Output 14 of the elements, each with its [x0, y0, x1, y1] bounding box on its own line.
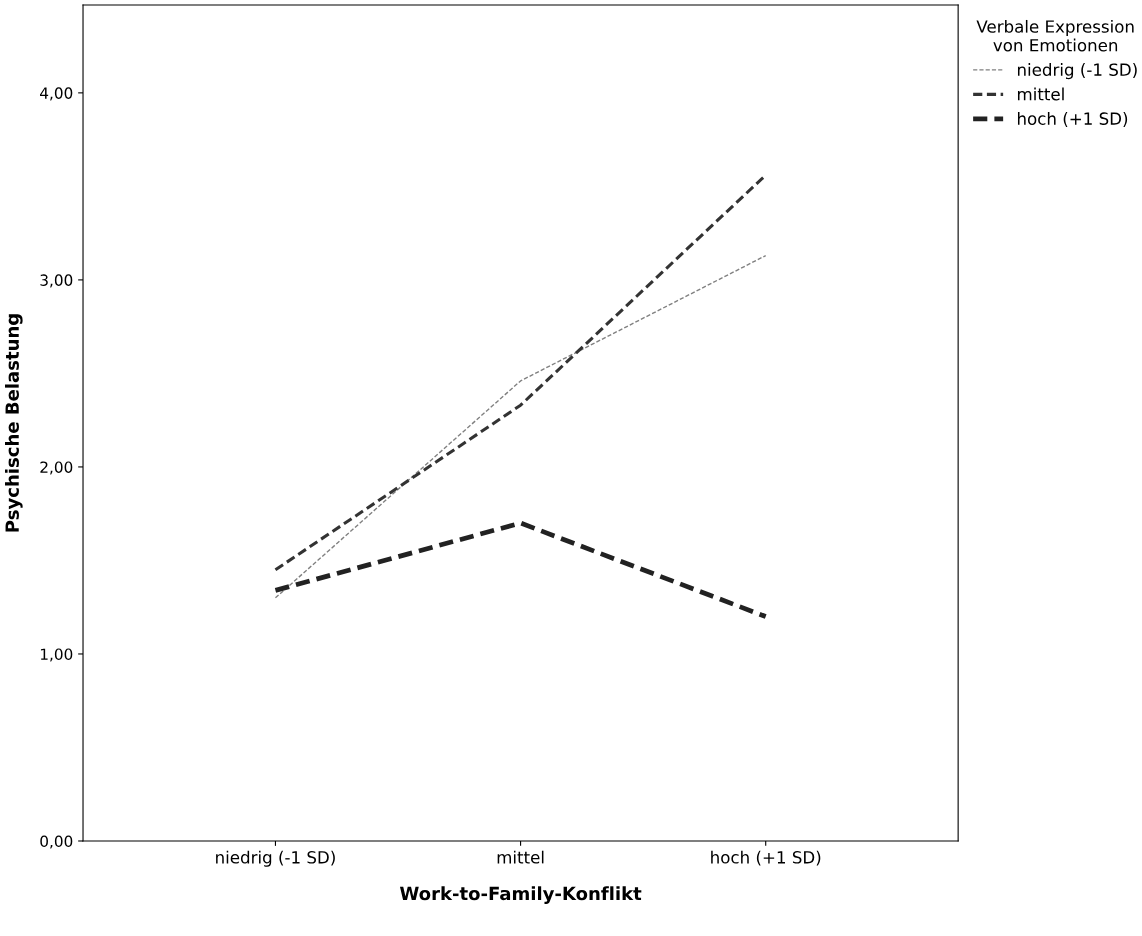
y-axis-title: Psychische Belastung — [5, 314, 23, 532]
x-tick-label: niedrig (-1 SD) — [216, 850, 335, 867]
x-tick-label: hoch (+1 SD) — [711, 850, 821, 866]
legend-label: niedrig (-1 SD) — [1017, 63, 1137, 80]
legend-title: Verbale Expression von Emotionen — [976, 19, 1134, 52]
y-tick-label: 2,00 — [40, 461, 73, 475]
x-tick-label: mittel — [497, 850, 544, 864]
y-tick-label: 1,00 — [40, 648, 73, 662]
y-tick-label: 4,00 — [40, 87, 73, 101]
legend-label: mittel — [1017, 87, 1064, 101]
legend-label: hoch (+1 SD) — [1017, 112, 1128, 127]
x-axis-title: Work-to-Family-Konflikt — [399, 886, 642, 904]
y-tick-label: 0,00 — [40, 835, 73, 849]
y-tick-label: 3,00 — [40, 274, 73, 288]
